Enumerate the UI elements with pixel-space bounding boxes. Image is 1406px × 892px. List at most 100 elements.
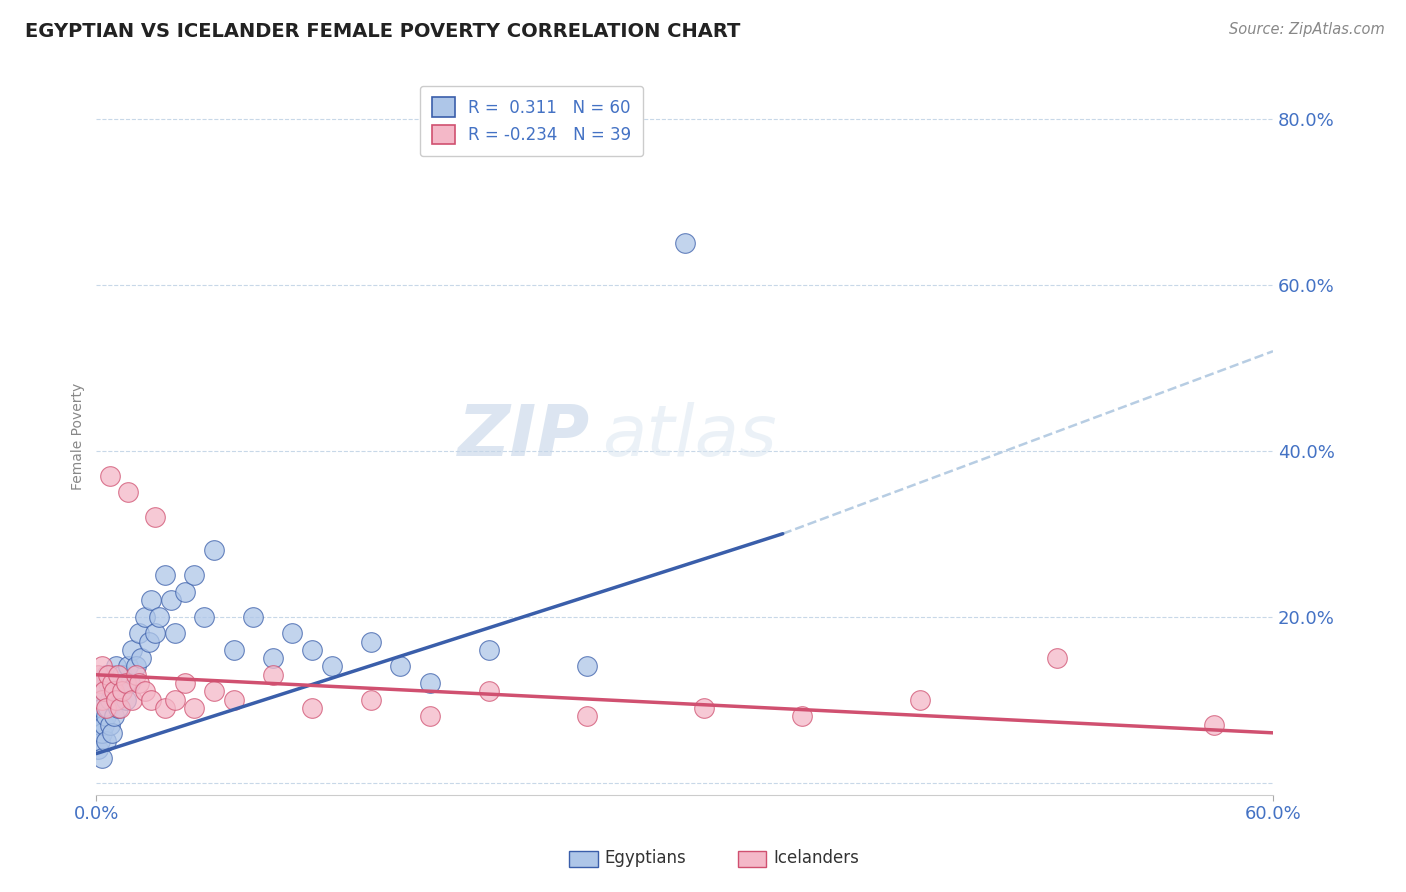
Text: EGYPTIAN VS ICELANDER FEMALE POVERTY CORRELATION CHART: EGYPTIAN VS ICELANDER FEMALE POVERTY COR… bbox=[25, 22, 741, 41]
Point bbox=[1046, 651, 1069, 665]
Point bbox=[103, 709, 125, 723]
Point bbox=[153, 568, 176, 582]
Point bbox=[124, 667, 146, 681]
Point bbox=[96, 734, 118, 748]
Point bbox=[477, 684, 499, 698]
Point bbox=[202, 684, 225, 698]
Point bbox=[262, 651, 284, 665]
Point bbox=[301, 643, 323, 657]
Point bbox=[693, 701, 716, 715]
Point bbox=[163, 692, 186, 706]
Point bbox=[121, 643, 143, 657]
Point bbox=[301, 701, 323, 715]
Point bbox=[91, 701, 114, 715]
Point bbox=[419, 676, 441, 690]
Point bbox=[117, 659, 139, 673]
Point bbox=[131, 651, 153, 665]
Point bbox=[908, 692, 931, 706]
Point bbox=[673, 236, 696, 251]
Legend: R =  0.311   N = 60, R = -0.234   N = 39: R = 0.311 N = 60, R = -0.234 N = 39 bbox=[420, 86, 644, 156]
Point bbox=[419, 709, 441, 723]
Point bbox=[111, 684, 134, 698]
Point bbox=[91, 692, 114, 706]
Point bbox=[143, 626, 166, 640]
Point bbox=[222, 692, 245, 706]
Point bbox=[148, 609, 170, 624]
Point bbox=[108, 684, 131, 698]
Point bbox=[124, 659, 146, 673]
Point bbox=[321, 659, 343, 673]
Text: Icelanders: Icelanders bbox=[773, 849, 859, 867]
Text: Egyptians: Egyptians bbox=[605, 849, 686, 867]
Point bbox=[141, 593, 163, 607]
Point bbox=[360, 634, 382, 648]
Point bbox=[183, 568, 205, 582]
Y-axis label: Female Poverty: Female Poverty bbox=[72, 383, 86, 490]
Point bbox=[134, 684, 156, 698]
Text: atlas: atlas bbox=[602, 401, 778, 471]
Point bbox=[91, 750, 114, 764]
Text: ZIP: ZIP bbox=[458, 401, 591, 471]
Point bbox=[87, 667, 110, 681]
Point bbox=[96, 667, 118, 681]
Point bbox=[143, 510, 166, 524]
Point bbox=[121, 692, 143, 706]
Point bbox=[163, 626, 186, 640]
Point bbox=[141, 692, 163, 706]
Point bbox=[89, 676, 111, 690]
Point bbox=[792, 709, 814, 723]
Point bbox=[91, 726, 114, 740]
Point bbox=[87, 742, 110, 756]
Point bbox=[89, 692, 111, 706]
Point bbox=[112, 676, 135, 690]
Point bbox=[128, 626, 150, 640]
Point bbox=[242, 609, 264, 624]
Point bbox=[202, 543, 225, 558]
Point bbox=[101, 726, 124, 740]
Point bbox=[97, 701, 120, 715]
Point bbox=[117, 485, 139, 500]
Point bbox=[389, 659, 412, 673]
Point bbox=[108, 701, 131, 715]
Point bbox=[153, 701, 176, 715]
Point bbox=[98, 692, 121, 706]
Point bbox=[87, 726, 110, 740]
Point bbox=[98, 468, 121, 483]
Point bbox=[104, 659, 127, 673]
Point bbox=[93, 717, 115, 731]
Point bbox=[93, 684, 115, 698]
Point bbox=[118, 676, 141, 690]
Point bbox=[107, 701, 129, 715]
Point bbox=[89, 717, 111, 731]
Point bbox=[97, 676, 120, 690]
Point bbox=[281, 626, 304, 640]
Point bbox=[93, 684, 115, 698]
Point bbox=[98, 717, 121, 731]
Point bbox=[97, 667, 120, 681]
Point bbox=[114, 692, 136, 706]
Point bbox=[138, 634, 160, 648]
Point bbox=[222, 643, 245, 657]
Point bbox=[96, 701, 118, 715]
Point bbox=[89, 734, 111, 748]
Point bbox=[111, 667, 134, 681]
Point bbox=[128, 676, 150, 690]
Point bbox=[173, 676, 195, 690]
Point bbox=[477, 643, 499, 657]
Point bbox=[360, 692, 382, 706]
Point bbox=[104, 692, 127, 706]
Point bbox=[575, 709, 598, 723]
Point bbox=[89, 676, 111, 690]
Point bbox=[183, 701, 205, 715]
Point bbox=[160, 593, 183, 607]
Point bbox=[91, 659, 114, 673]
Point bbox=[173, 584, 195, 599]
Point bbox=[575, 659, 598, 673]
Point bbox=[101, 684, 124, 698]
Point bbox=[101, 676, 124, 690]
Text: Source: ZipAtlas.com: Source: ZipAtlas.com bbox=[1229, 22, 1385, 37]
Point bbox=[262, 667, 284, 681]
Point bbox=[107, 667, 129, 681]
Point bbox=[96, 709, 118, 723]
Point bbox=[104, 692, 127, 706]
